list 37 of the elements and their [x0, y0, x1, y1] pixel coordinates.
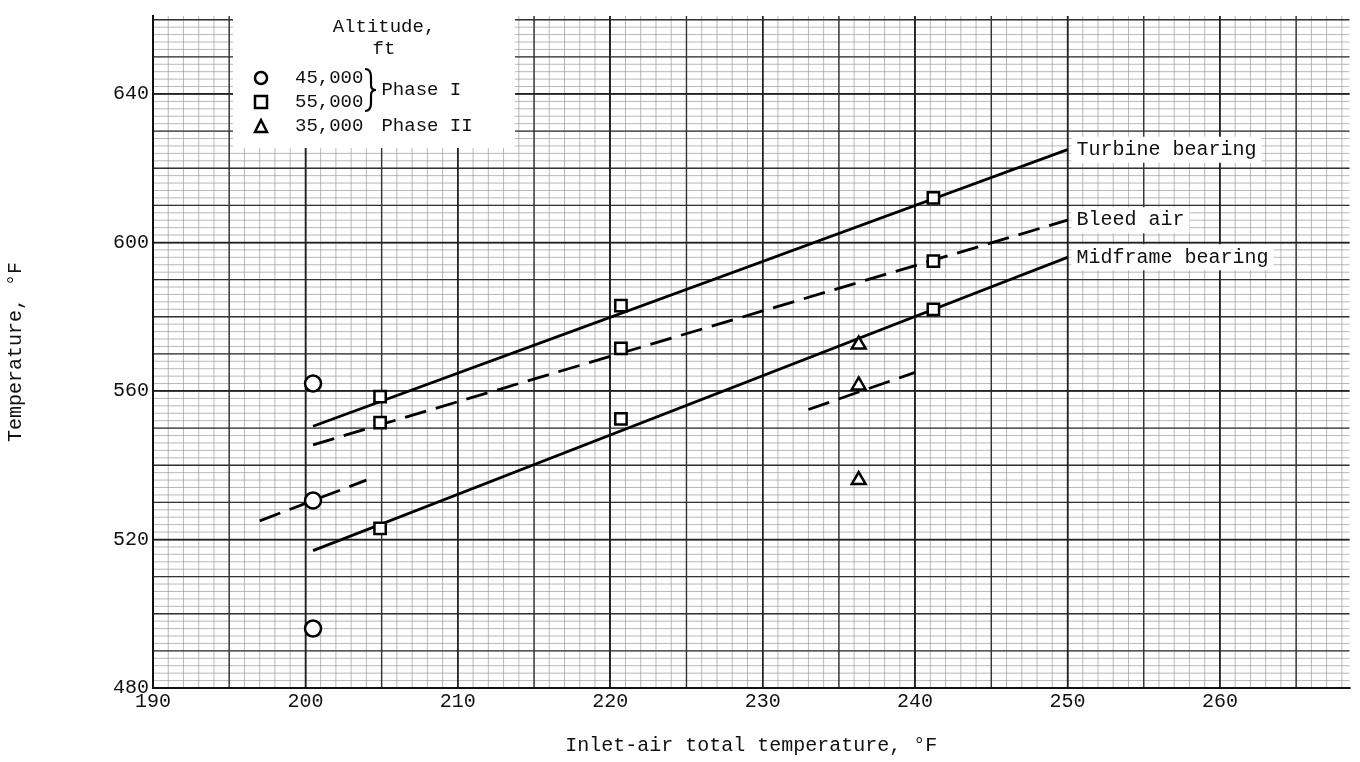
annotation: Phase II — [381, 115, 473, 137]
point — [614, 298, 628, 313]
legend-title: Altitude, ft — [331, 16, 437, 60]
x-tick-label: 200 — [287, 690, 324, 714]
point — [614, 411, 628, 426]
point — [850, 470, 867, 486]
point — [926, 254, 941, 268]
y-tick-label: 560 — [112, 379, 149, 403]
y-tick-label: 520 — [112, 527, 149, 551]
legend-label: 45,000 — [295, 67, 364, 89]
point — [373, 521, 388, 536]
series-label: Turbine bearing — [1076, 137, 1257, 161]
legend-label: 35,000 — [295, 115, 364, 137]
x-axis-title: Inlet-air total temperature, °F — [565, 734, 938, 758]
point — [926, 191, 941, 205]
point — [850, 335, 867, 350]
x-tick-label: 230 — [744, 690, 781, 714]
point — [614, 341, 628, 356]
series-label: Bleed air — [1076, 208, 1185, 232]
point — [303, 491, 323, 510]
point — [373, 389, 388, 404]
annotation: Phase I — [381, 79, 462, 101]
x-tick-label: 250 — [1049, 690, 1086, 714]
x-tick-label: 260 — [1201, 690, 1238, 714]
point — [303, 374, 323, 393]
x-tick-label: 210 — [439, 690, 476, 714]
y-axis-title: Temperature, °F — [4, 261, 28, 443]
point — [373, 415, 388, 430]
y-tick-label: 640 — [112, 82, 149, 106]
point — [850, 376, 867, 391]
x-tick-label: 220 — [592, 690, 629, 714]
series-label: Midframe bearing — [1076, 245, 1269, 269]
y-tick-label: 600 — [112, 230, 149, 254]
point — [926, 302, 941, 317]
point — [303, 619, 323, 638]
legend-label: 55,000 — [295, 91, 364, 113]
x-tick-label: 240 — [897, 690, 934, 714]
